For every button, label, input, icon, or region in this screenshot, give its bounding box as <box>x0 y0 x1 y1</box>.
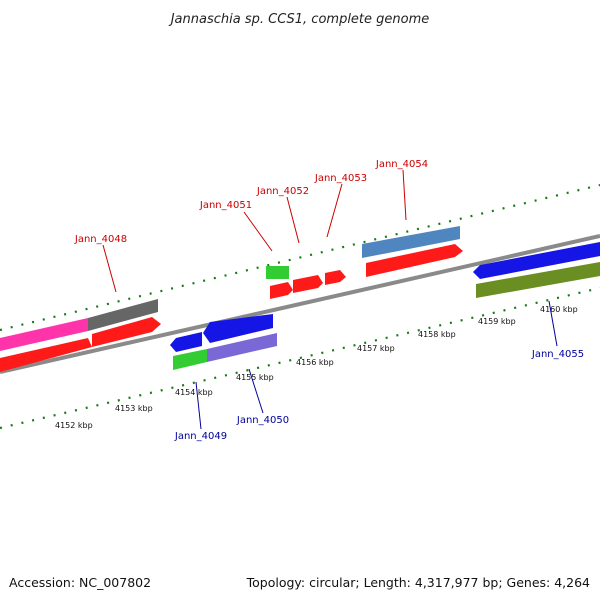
tick-label: 4159 kbp <box>478 317 516 326</box>
leader-jann-4054 <box>402 169 407 221</box>
scale-tick-labels: 4152 kbp 4153 kbp 4154 kbp 4155 kbp 4156… <box>55 305 578 430</box>
leader-jann-4055 <box>548 300 558 347</box>
tick-label: 4160 kbp <box>540 305 578 314</box>
gene-jann-4051 <box>266 266 289 279</box>
gene-red-3 <box>270 282 293 299</box>
tick-label: 4152 kbp <box>55 421 93 430</box>
genome-backbone <box>0 234 600 374</box>
gene-jann-4054 <box>362 226 460 258</box>
label-leader-lines <box>102 169 558 430</box>
gene-label-jann-4052: Jann_4052 <box>256 186 309 197</box>
tick-label: 4158 kbp <box>418 330 456 339</box>
upper-scale-line <box>0 183 600 332</box>
gene-red-2 <box>92 317 161 347</box>
gene-labels: Jann_4048 Jann_4051 Jann_4052 Jann_4053 … <box>74 159 584 442</box>
gene-label-jann-4053: Jann_4053 <box>314 173 367 184</box>
gene-jann-4048-pink <box>0 318 88 351</box>
gene-jann-4049 <box>173 349 207 370</box>
gene-blue-1 <box>170 332 202 352</box>
leader-jann-4053 <box>326 183 343 238</box>
leader-jann-4049 <box>195 381 202 430</box>
tick-label: 4157 kbp <box>357 344 395 353</box>
gene-blue-3 <box>473 242 600 279</box>
lower-scale-line <box>0 286 600 430</box>
tick-label: 4153 kbp <box>115 404 153 413</box>
forward-strand-features <box>0 226 463 372</box>
leader-jann-4050 <box>248 368 264 414</box>
gene-label-jann-4051: Jann_4051 <box>199 200 252 211</box>
gene-label-jann-4049: Jann_4049 <box>174 431 227 442</box>
gene-blue-2 <box>203 314 273 343</box>
leader-jann-4051 <box>243 211 273 252</box>
gene-jann-4053 <box>325 270 346 285</box>
gene-jann-4055 <box>476 262 600 298</box>
gene-red-1 <box>0 338 92 372</box>
gene-jann-4050 <box>207 333 277 362</box>
reverse-strand-features <box>170 242 600 370</box>
gene-label-jann-4054: Jann_4054 <box>375 159 428 170</box>
tick-label: 4154 kbp <box>175 388 213 397</box>
map-title: Jannaschia sp. CCS1, complete genome <box>168 12 430 27</box>
tick-label: 4156 kbp <box>296 358 334 367</box>
gene-label-jann-4055: Jann_4055 <box>531 349 584 360</box>
gene-label-jann-4050: Jann_4050 <box>236 415 289 426</box>
leader-jann-4048 <box>102 244 117 293</box>
leader-jann-4052 <box>286 196 300 244</box>
gene-jann-4048-gray <box>88 299 158 331</box>
gene-red-4 <box>366 244 463 277</box>
accession-text: Accession: NC_007802 <box>9 575 151 590</box>
genome-summary-text: Topology: circular; Length: 4,317,977 bp… <box>246 575 590 590</box>
gene-jann-4052 <box>293 275 323 293</box>
gene-label-jann-4048: Jann_4048 <box>74 234 127 245</box>
tick-label: 4155 kbp <box>236 373 274 382</box>
